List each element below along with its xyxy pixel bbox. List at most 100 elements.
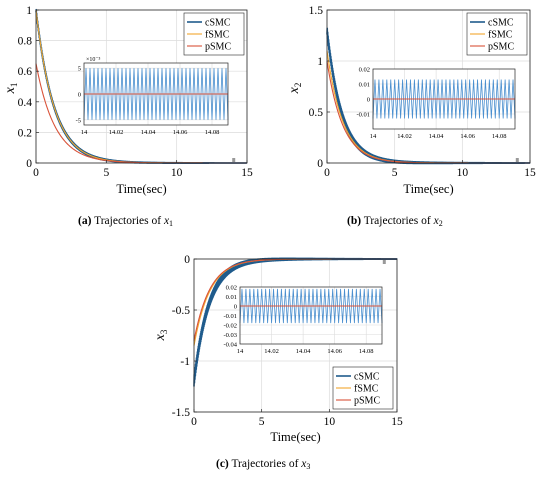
- inset-y-tick-label: 5: [78, 66, 81, 73]
- legend-label-cSMC: cSMC: [205, 18, 231, 29]
- inset-y-tick-label: -5: [76, 117, 81, 124]
- inset-y-tick-label: -0.01: [356, 112, 370, 119]
- inset-x-tick-label: 14.04: [296, 348, 311, 355]
- inset-x-tick-label: 14.08: [205, 129, 220, 136]
- x-axis-label: Time(sec): [116, 182, 166, 196]
- inset-y-exponent: ×10⁻³: [86, 57, 101, 63]
- inset-series-cSMC: [83, 68, 229, 120]
- legend-label-pSMC: pSMC: [354, 396, 380, 407]
- y-tick-label: 0: [317, 158, 323, 170]
- y-axis-label: x1: [3, 83, 19, 95]
- inset-axes-box: [239, 286, 383, 345]
- x-tick-label: 0: [33, 167, 39, 179]
- inset-y-tick-label: -0.03: [223, 332, 237, 339]
- caption-c-text: Trajectories of: [231, 458, 299, 470]
- caption-c-tag: (c): [216, 458, 229, 470]
- chart-panel-b: 0 5 10 15 0 0.5 1 1.5 Time(sec) x2 14 14.02 14.04 14.…: [287, 5, 536, 196]
- x-tick-label: 10: [324, 416, 336, 428]
- inset-x-tick-label: 14.04: [141, 129, 156, 136]
- x-tick-label: 15: [241, 167, 253, 179]
- y-tick-label: 0.2: [18, 127, 33, 139]
- inset-y-tick-label: 0: [78, 92, 81, 99]
- inset-x-tick-label: 14.06: [173, 129, 188, 136]
- y-tick-label: -1: [180, 356, 190, 368]
- y-tick-label: 0.6: [18, 66, 33, 78]
- y-tick-label: 0.4: [18, 97, 33, 109]
- legend-label-fSMC: fSMC: [488, 30, 513, 41]
- caption-c-var: x: [301, 458, 307, 470]
- caption-a: (a) Trajectories of x1: [78, 215, 173, 228]
- y-axis-label: x3: [153, 329, 169, 341]
- caption-c: (c) Trajectories of x3: [216, 458, 310, 471]
- inset-zoom-plot: 14 14.02 14.04 14.06 14.08 -0.04 -0.03 -0.02 -0.…: [223, 285, 383, 355]
- inset-x-tick-label: 14.06: [460, 133, 475, 140]
- x-tick-label: 15: [391, 416, 403, 428]
- x-tick-label: 10: [171, 167, 183, 179]
- inset-y-tick-label: 0.01: [226, 294, 237, 301]
- legend-label-pSMC: pSMC: [205, 42, 231, 53]
- caption-a-text: Trajectories of: [94, 215, 162, 227]
- inset-y-tick-label: 0.01: [359, 82, 370, 89]
- axes-box: [193, 258, 398, 413]
- inset-y-tick-label: -0.04: [223, 342, 237, 349]
- inset-axes-box: [83, 62, 229, 126]
- inset-zoom-plot: 14 14.02 14.04 14.06 14.08 -5 0 5 ×10⁻³: [76, 57, 229, 136]
- inset-x-tick-label: 14.06: [327, 348, 342, 355]
- zoom-region-marker: [382, 260, 386, 264]
- y-axis-label-sub: 2: [293, 83, 303, 88]
- caption-b-sub: 2: [438, 219, 443, 228]
- legend-label-cSMC: cSMC: [488, 18, 514, 29]
- y-tick-label: 1.5: [309, 5, 324, 17]
- caption-b-var: x: [433, 215, 439, 227]
- x-tick-label: 15: [524, 167, 536, 179]
- zoom-region-marker: [232, 158, 236, 162]
- y-axis-label-sub: 3: [159, 329, 169, 334]
- inset-x-tick-label: 14.08: [359, 348, 374, 355]
- axes-box: [326, 9, 531, 164]
- y-tick-label: 0.5: [309, 107, 324, 119]
- inset-x-tick-label: 14.02: [109, 129, 124, 136]
- x-axis-label: Time(sec): [270, 430, 320, 444]
- caption-b: (b) Trajectories of x2: [347, 215, 443, 228]
- legend-label-pSMC: pSMC: [488, 42, 514, 53]
- inset-x-tick-label: 14: [237, 348, 244, 355]
- y-tick-label: 1: [26, 5, 32, 17]
- x-tick-label: 10: [457, 167, 469, 179]
- inset-y-tick-label: -0.02: [223, 323, 237, 330]
- inset-x-tick-label: 14: [81, 129, 88, 136]
- y-tick-label: 0: [184, 254, 190, 266]
- y-tick-label: -0.5: [172, 305, 190, 317]
- inset-y-tick-label: 0.02: [226, 285, 237, 292]
- x-tick-label: 5: [392, 167, 398, 179]
- x-tick-label: 0: [324, 167, 330, 179]
- caption-b-text: Trajectories of: [363, 215, 431, 227]
- legend-label-cSMC: cSMC: [354, 372, 380, 383]
- caption-a-sub: 1: [169, 219, 174, 228]
- inset-x-tick-label: 14.04: [429, 133, 444, 140]
- y-axis-label-sub: 1: [9, 83, 19, 88]
- zoom-region-marker: [515, 158, 519, 162]
- x-tick-label: 5: [103, 167, 109, 179]
- inset-y-tick-label: -0.01: [223, 313, 237, 320]
- y-tick-label: -1.5: [172, 407, 190, 419]
- y-tick-label: 0: [26, 158, 32, 170]
- y-axis-label: x2: [287, 83, 303, 95]
- inset-y-tick-label: 0: [367, 97, 370, 104]
- inset-series-cSMC: [372, 79, 516, 119]
- inset-x-tick-label: 14.02: [397, 133, 412, 140]
- inset-y-tick-label: 0: [234, 304, 237, 311]
- caption-a-var: x: [163, 215, 170, 227]
- inset-x-tick-label: 14.02: [264, 348, 279, 355]
- inset-y-tick-label: 0.02: [359, 67, 370, 74]
- caption-c-sub: 3: [306, 462, 311, 471]
- y-tick-label: 1: [317, 56, 323, 68]
- caption-b-tag: (b): [347, 215, 362, 227]
- x-axis-label: Time(sec): [403, 182, 453, 196]
- inset-axes-box: [372, 68, 516, 130]
- inset-zoom-plot: 14 14.02 14.04 14.06 14.08 -0.01 0 0.01 0.02: [356, 67, 516, 140]
- inset-x-tick-label: 14: [370, 133, 377, 140]
